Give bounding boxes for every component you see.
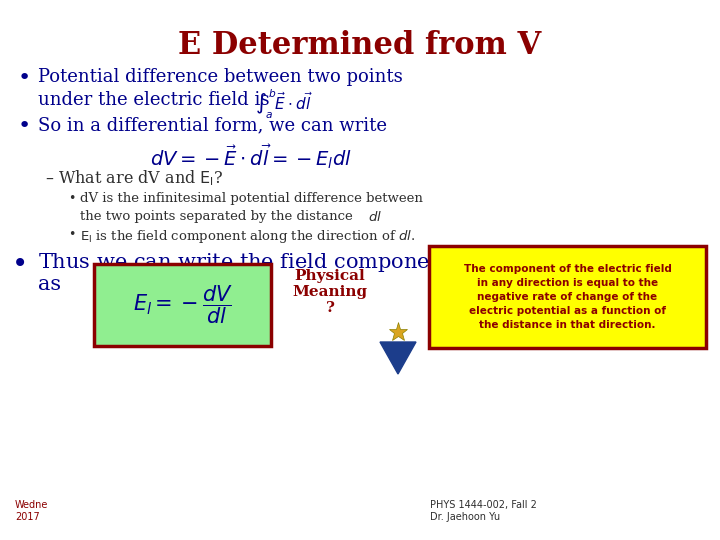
Text: •: • — [68, 192, 76, 205]
Text: Thus we can write the field component $\mathrm{E_l}$: Thus we can write the field component $\… — [38, 250, 476, 274]
Polygon shape — [380, 342, 416, 374]
Text: The component of the electric field
in any direction is equal to the
negative ra: The component of the electric field in a… — [464, 264, 672, 330]
Text: •: • — [68, 228, 76, 241]
Text: $dl$: $dl$ — [368, 210, 382, 224]
FancyBboxPatch shape — [429, 246, 706, 348]
Text: •: • — [12, 250, 28, 278]
Text: E Determined from V: E Determined from V — [179, 30, 541, 61]
Text: Wedne
2017: Wedne 2017 — [15, 501, 48, 522]
Text: •: • — [18, 116, 31, 136]
Text: $E_l = -\dfrac{dV}{dl}$: $E_l = -\dfrac{dV}{dl}$ — [132, 284, 233, 326]
Text: $\mathrm{E_l}$ is the field component along the direction of $dl$.: $\mathrm{E_l}$ is the field component al… — [80, 228, 415, 245]
Text: $\int_a^b \vec{E} \cdot d\vec{l}$: $\int_a^b \vec{E} \cdot d\vec{l}$ — [255, 88, 313, 122]
FancyBboxPatch shape — [94, 264, 271, 346]
Text: Physical
Meaning
?: Physical Meaning ? — [292, 269, 368, 315]
Text: •: • — [18, 68, 31, 88]
Text: – What are dV and $\mathrm{E_l}$?: – What are dV and $\mathrm{E_l}$? — [45, 168, 223, 188]
Text: $dV = -\vec{E} \cdot d\vec{l} = -E_l dl$: $dV = -\vec{E} \cdot d\vec{l} = -E_l dl$ — [150, 142, 352, 171]
Text: Potential difference between two points: Potential difference between two points — [38, 68, 402, 86]
Text: PHYS 1444-002, Fall 2
Dr. Jaehoon Yu: PHYS 1444-002, Fall 2 Dr. Jaehoon Yu — [430, 501, 537, 522]
Text: the two points separated by the distance: the two points separated by the distance — [80, 210, 357, 223]
Text: dV is the infinitesimal potential difference between: dV is the infinitesimal potential differ… — [80, 192, 423, 205]
Text: under the electric field is: under the electric field is — [38, 91, 281, 109]
Text: So in a differential form, we can write: So in a differential form, we can write — [38, 116, 387, 134]
Text: as: as — [38, 275, 61, 294]
